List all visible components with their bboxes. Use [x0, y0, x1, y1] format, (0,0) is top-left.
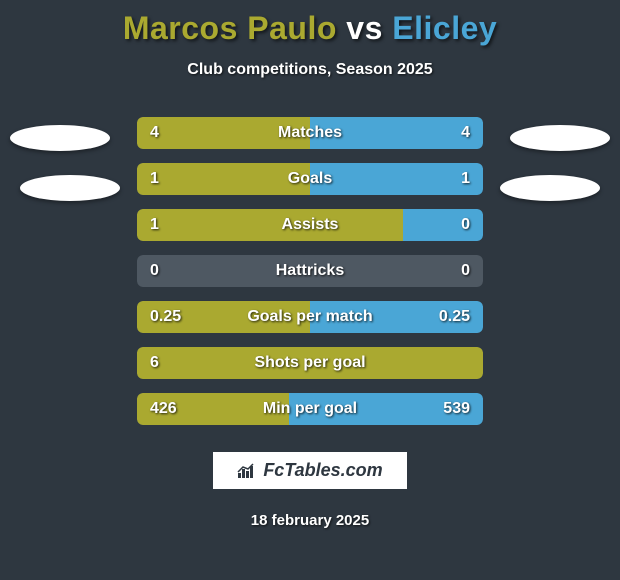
- stat-value-left: 6: [150, 347, 159, 379]
- stat-bar-left-fill: [137, 209, 403, 241]
- title-player2: Elicley: [392, 10, 497, 46]
- stat-bar: Assists: [137, 209, 483, 241]
- date: 18 february 2025: [0, 512, 620, 529]
- watermark-box: FcTables.com: [212, 451, 407, 490]
- stat-row: Goals1 1: [0, 163, 620, 195]
- stat-value-right: 0: [461, 209, 470, 241]
- watermark-text: FcTables.com: [263, 460, 382, 481]
- stat-value-right: 0: [461, 255, 470, 287]
- stat-bar: Hattricks: [137, 255, 483, 287]
- subtitle: Club competitions, Season 2025: [0, 61, 620, 79]
- bars-icon: [237, 463, 257, 479]
- stat-row: Assists1 0: [0, 209, 620, 241]
- stat-value-left: 0.25: [150, 301, 181, 333]
- stat-value-left: 0: [150, 255, 159, 287]
- stat-value-left: 1: [150, 163, 159, 195]
- stat-bar-left-fill: [137, 347, 483, 379]
- stat-row: Hattricks0 0: [0, 255, 620, 287]
- stat-bar-left-fill: [137, 163, 310, 195]
- stat-bar: Min per goal: [137, 393, 483, 425]
- stat-bar-right-fill: [310, 163, 483, 195]
- stat-value-right: 1: [461, 163, 470, 195]
- stat-row: Min per goal426 539: [0, 393, 620, 425]
- stat-value-right: 539: [443, 393, 470, 425]
- stat-value-right: 0.25: [439, 301, 470, 333]
- stat-bar: Shots per goal: [137, 347, 483, 379]
- stat-bar: Goals per match: [137, 301, 483, 333]
- stat-bar-left-fill: [137, 117, 310, 149]
- stat-row: Matches4 4: [0, 117, 620, 149]
- stat-row: Goals per match0.25 0.25: [0, 301, 620, 333]
- title-player1: Marcos Paulo: [123, 10, 337, 46]
- stat-value-left: 426: [150, 393, 177, 425]
- stat-bar-track: [137, 255, 483, 287]
- stat-bar-right-fill: [310, 117, 483, 149]
- stat-row: Shots per goal6: [0, 347, 620, 379]
- title-vs: vs: [346, 10, 383, 46]
- stat-value-left: 1: [150, 209, 159, 241]
- stat-value-left: 4: [150, 117, 159, 149]
- stat-bar: Goals: [137, 163, 483, 195]
- stat-bar-right-fill: [403, 209, 483, 241]
- stat-bar: Matches: [137, 117, 483, 149]
- stats-area: Matches44Goals11Assists10Hattricks00Goal…: [0, 117, 620, 425]
- comparison-card: Marcos Paulo vs Elicley Club competition…: [0, 0, 620, 580]
- page-title: Marcos Paulo vs Elicley: [0, 10, 620, 47]
- stat-value-right: 4: [461, 117, 470, 149]
